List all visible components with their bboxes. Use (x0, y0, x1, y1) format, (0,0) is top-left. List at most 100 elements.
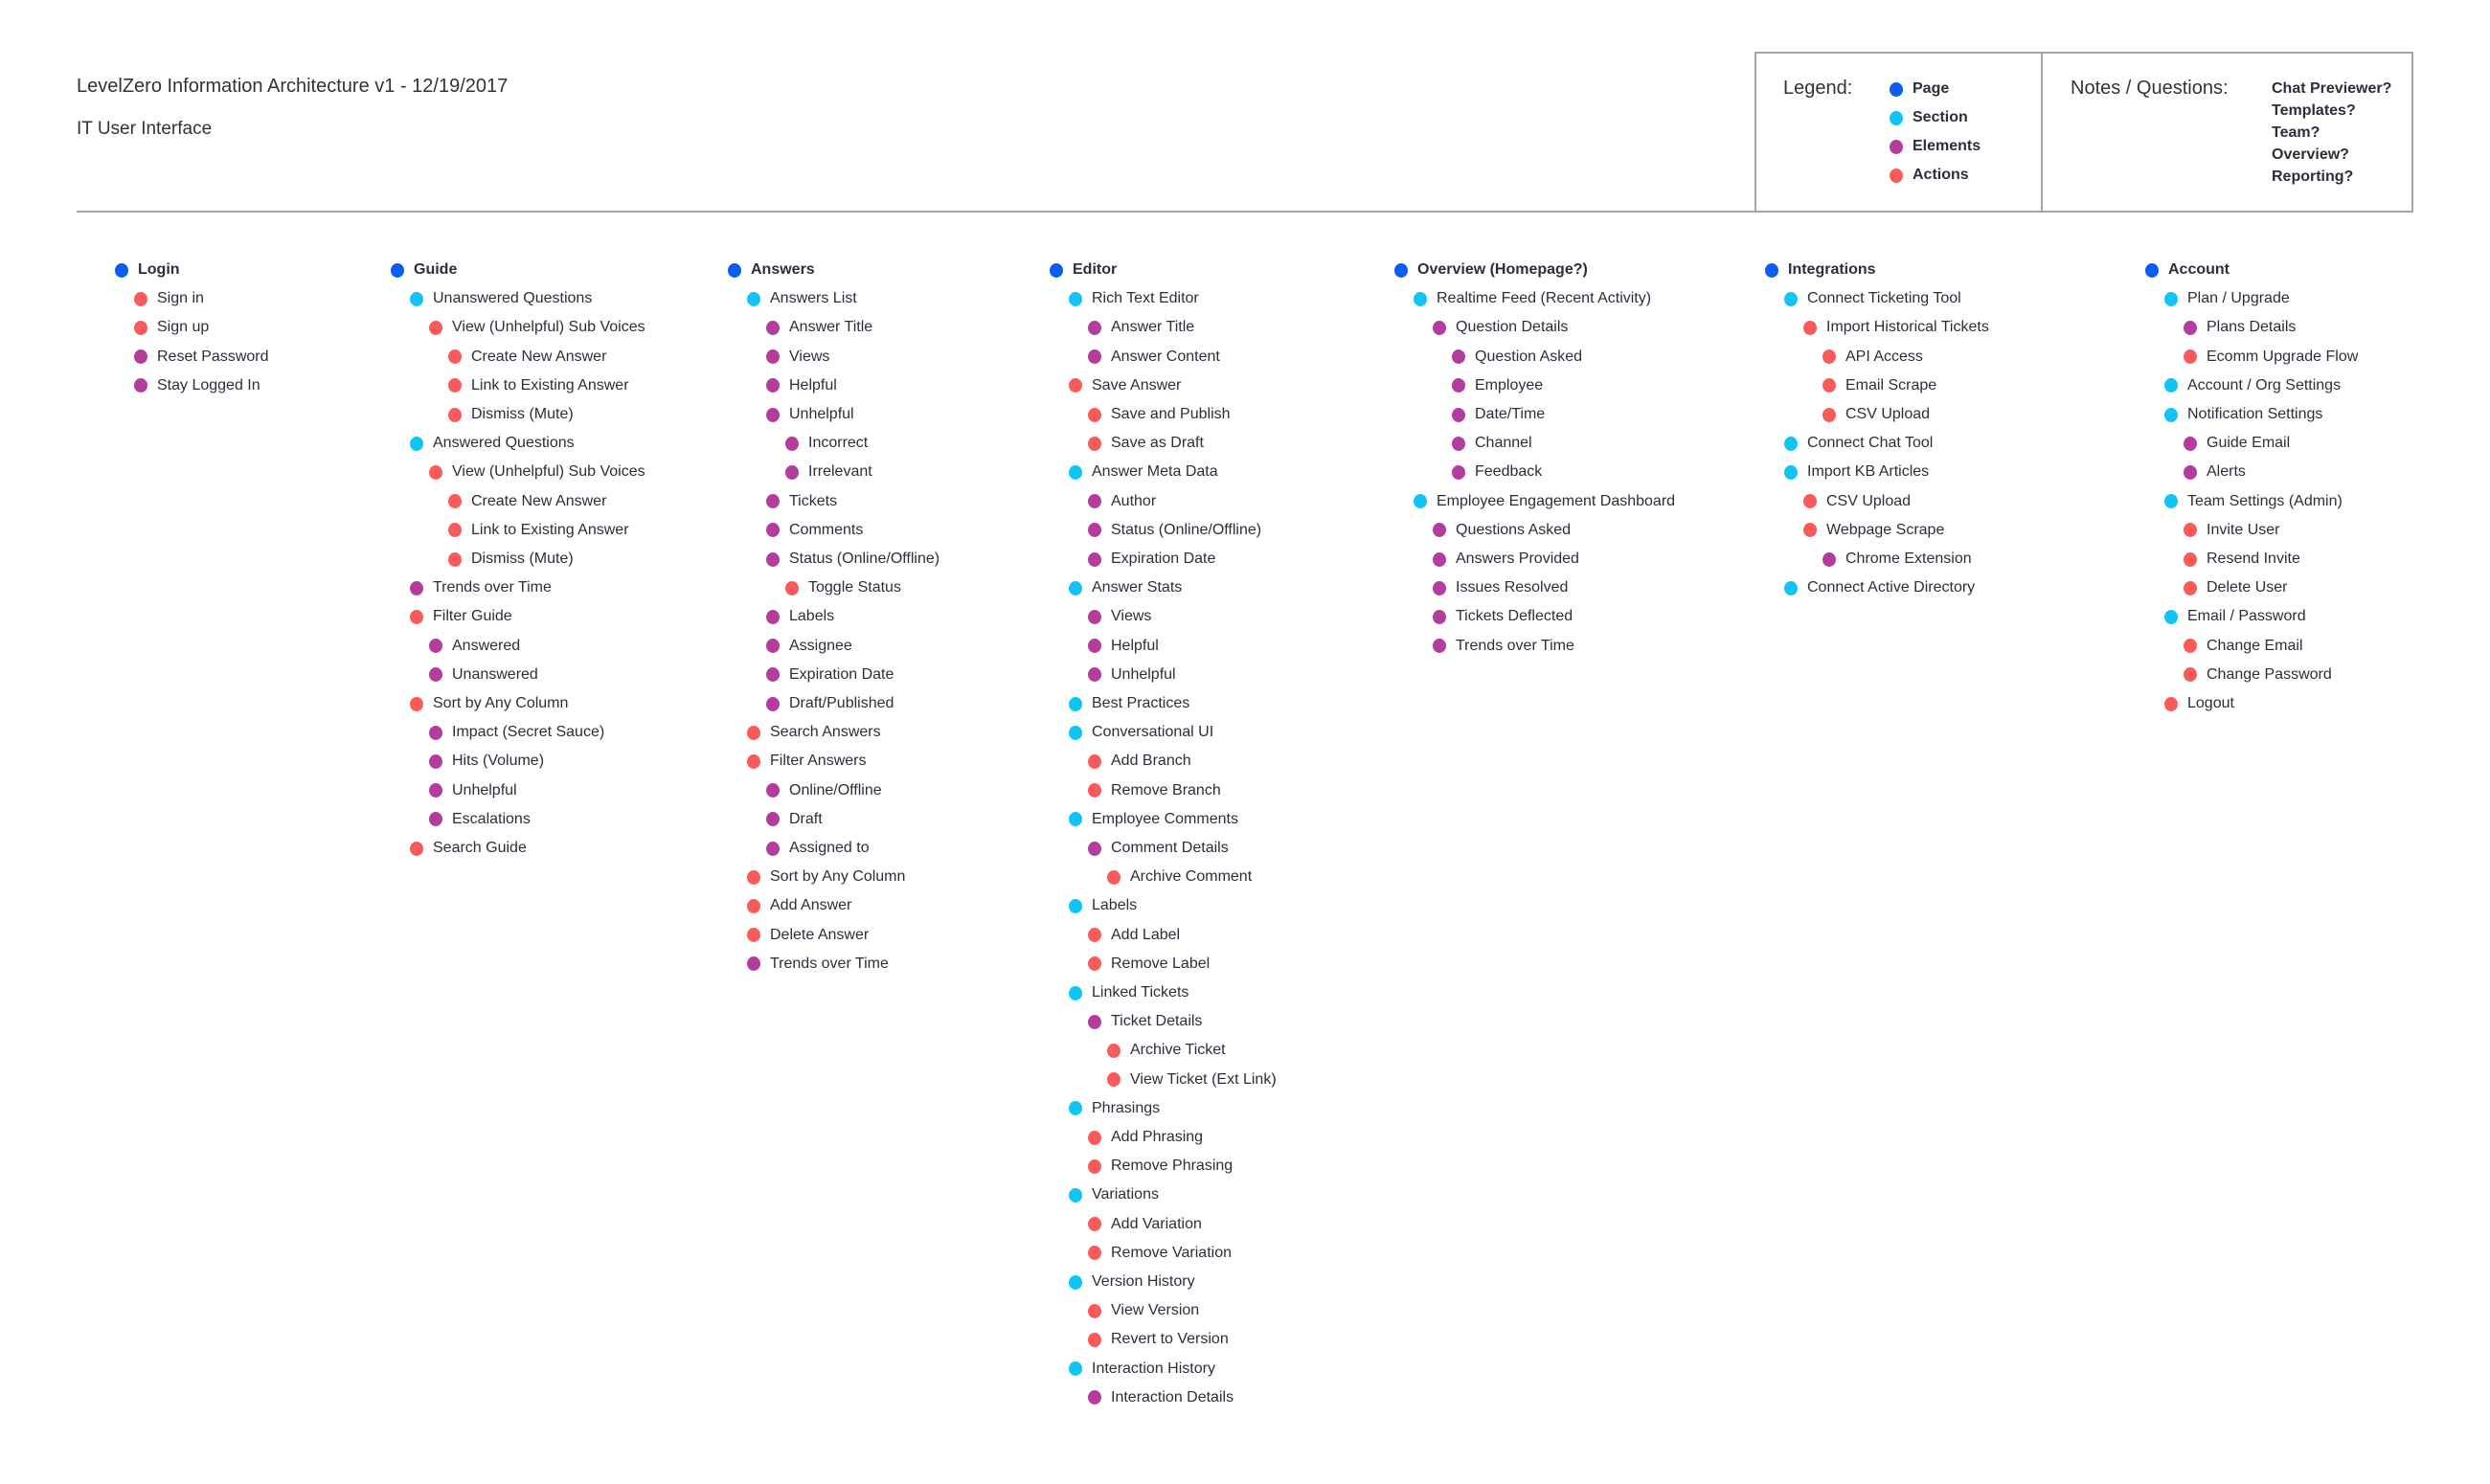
section-node: Notification Settings (2164, 403, 2322, 426)
element-node: Trends over Time (410, 576, 552, 599)
action-dot-icon (1088, 1303, 1101, 1318)
section-dot-icon (1069, 580, 1082, 596)
action-dot-icon (448, 523, 462, 538)
element-node: Assignee (766, 635, 852, 658)
action-dot-icon (1822, 407, 1836, 422)
node-label: Stay Logged In (157, 376, 260, 393)
node-label: Assigned to (789, 840, 870, 856)
section-node: Realtime Feed (Recent Activity) (1414, 287, 1651, 310)
action-dot-icon (1107, 869, 1120, 885)
element-node: Draft (766, 808, 823, 831)
node-label: Employee (1475, 376, 1544, 393)
element-dot-icon (429, 783, 442, 798)
node-label: Webpage Scrape (1826, 521, 1945, 538)
node-label: Connect Chat Tool (1807, 435, 1934, 452)
action-node: Link to Existing Answer (448, 519, 629, 542)
action-node: Add Label (1088, 924, 1180, 947)
section-node: Phrasings (1069, 1097, 1160, 1120)
action-dot-icon (2184, 523, 2197, 538)
element-dot-icon (1088, 841, 1101, 856)
node-label: Escalations (452, 810, 531, 827)
action-dot-icon (1088, 1158, 1101, 1174)
node-label: Incorrect (808, 435, 869, 452)
node-label: Dismiss (Mute) (471, 551, 574, 567)
node-label: Alerts (2207, 463, 2246, 481)
action-node: Change Password (2184, 663, 2332, 686)
element-node: Date/Time (1452, 403, 1545, 426)
section-dot-icon (1069, 985, 1082, 1001)
node-label: Filter Answers (770, 753, 867, 770)
node-label: Issues Resolved (1456, 579, 1569, 596)
action-node: Search Guide (410, 837, 527, 860)
section-node: Answer Meta Data (1069, 461, 1218, 483)
section-dot-icon (1069, 291, 1082, 306)
node-label: Realtime Feed (Recent Activity) (1437, 290, 1652, 307)
action-node: Sort by Any Column (747, 866, 905, 888)
node-label: Plan / Upgrade (2187, 290, 2290, 307)
element-dot-icon (766, 407, 780, 422)
section-node: Unanswered Questions (410, 287, 592, 310)
node-label: Labels (1092, 897, 1138, 914)
action-dot-icon (2184, 639, 2197, 654)
section-node: Import KB Articles (1784, 461, 1929, 483)
node-label: Save and Publish (1111, 406, 1231, 422)
action-node: Dismiss (Mute) (448, 548, 574, 571)
node-label: Variations (1092, 1186, 1159, 1203)
element-node: Status (Online/Offline) (766, 548, 939, 571)
section-node: Linked Tickets (1069, 981, 1188, 1004)
element-dot-icon (1088, 667, 1101, 683)
action-dot-icon (747, 753, 760, 769)
element-dot-icon (1433, 609, 1446, 624)
section-node: Connect Active Directory (1784, 576, 1975, 599)
action-dot-icon (410, 609, 423, 624)
element-dot-icon (1088, 349, 1101, 365)
page-dot-icon (391, 262, 404, 278)
action-dot-icon (1822, 349, 1836, 365)
element-node: Unhelpful (1088, 663, 1176, 686)
legend-notes-box (1754, 52, 2413, 211)
element-node: Escalations (429, 808, 531, 831)
action-dot-icon (747, 928, 760, 943)
section-dot-icon (1890, 110, 1903, 125)
element-dot-icon (429, 812, 442, 827)
action-node: CSV Upload (1803, 490, 1911, 513)
legend-item-action: Actions (1890, 164, 1969, 187)
action-dot-icon (1088, 783, 1101, 798)
node-label: Chrome Extension (1845, 551, 1972, 567)
element-dot-icon (766, 494, 780, 509)
node-label: Search Answers (770, 724, 881, 741)
node-label: Employee Engagement Dashboard (1437, 492, 1676, 509)
node-label: Online/Offline (789, 781, 882, 798)
page-node: Account (2145, 259, 2230, 281)
node-label: Integrations (1788, 261, 1876, 278)
node-label: Author (1111, 492, 1157, 509)
action-dot-icon (429, 464, 442, 480)
action-dot-icon (1088, 1246, 1101, 1261)
section-dot-icon (2164, 494, 2178, 509)
node-label: Account / Org Settings (2187, 376, 2342, 393)
section-dot-icon (1069, 696, 1082, 711)
element-dot-icon (1890, 139, 1903, 154)
element-node: Trends over Time (747, 953, 889, 976)
action-node: Create New Answer (448, 346, 606, 369)
node-label: Trends over Time (433, 579, 552, 596)
node-label: Channel (1475, 435, 1532, 452)
node-label: Login (138, 261, 180, 278)
node-label: Account (2168, 261, 2230, 278)
action-node: API Access (1822, 346, 1923, 369)
node-label: Revert to Version (1111, 1331, 1229, 1348)
page-node: Login (115, 259, 180, 281)
element-dot-icon (1433, 320, 1446, 335)
action-node: Delete User (2184, 576, 2287, 599)
node-label: Unanswered Questions (433, 290, 593, 307)
section-node: Version History (1069, 1270, 1195, 1293)
page-dot-icon (1765, 262, 1778, 278)
section-dot-icon (1784, 291, 1798, 306)
node-label: View Version (1111, 1302, 1200, 1319)
action-dot-icon (785, 580, 799, 596)
section-node: Conversational UI (1069, 721, 1213, 744)
section-dot-icon (1414, 494, 1427, 509)
element-dot-icon (766, 523, 780, 538)
notes-label: Notes / Questions: (2071, 78, 2229, 99)
node-label: Save Answer (1092, 376, 1182, 393)
